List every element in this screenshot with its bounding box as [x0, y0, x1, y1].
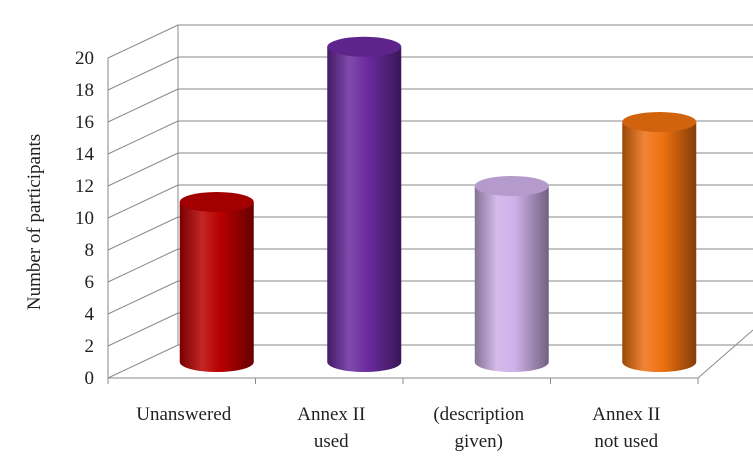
y-tick-label: 14 — [75, 144, 95, 165]
y-tick-label: 18 — [75, 80, 94, 101]
y-tick-label: 16 — [75, 112, 94, 133]
side-gridline — [107, 184, 179, 219]
x-category-label: Unanswered — [136, 404, 231, 425]
side-gridline — [107, 120, 179, 155]
y-tick-label: 6 — [85, 272, 95, 293]
side-gridline — [107, 152, 179, 187]
y-tick-label: 0 — [85, 368, 95, 389]
y-tick-label: 2 — [85, 336, 95, 357]
bar-top — [179, 192, 254, 212]
x-category-label: Annex II not used — [592, 404, 660, 452]
side-gridline — [107, 312, 179, 347]
y-tick-label: 10 — [75, 208, 94, 229]
bar-body — [179, 202, 254, 372]
y-tick-label: 20 — [75, 48, 94, 69]
y-tick-label: 12 — [75, 176, 94, 197]
bar-top — [474, 176, 549, 196]
side-gridline — [107, 216, 179, 251]
side-gridline — [107, 56, 179, 91]
side-gridline — [107, 24, 179, 59]
side-gridline — [107, 248, 179, 283]
bar — [622, 112, 697, 372]
side-gridline — [107, 88, 179, 123]
bar-body — [622, 122, 697, 372]
x-category-label: (description given) — [433, 404, 524, 452]
y-axis-ticks: 0 2 4 6 8 10 12 14 16 18 20 — [75, 48, 95, 389]
y-tick-label: 4 — [85, 304, 95, 325]
side-gridline — [107, 280, 179, 315]
bar-body — [327, 46, 402, 373]
floor-right-edge — [697, 329, 753, 379]
bar — [327, 36, 402, 373]
y-axis-title: Number of participants — [24, 134, 45, 310]
x-category-label: Annex II used — [297, 404, 365, 452]
bar-top — [327, 36, 402, 57]
x-axis-labels: Unanswered Annex II used (description given)… — [136, 404, 660, 452]
bar-body — [474, 186, 549, 372]
y-tick-label: 8 — [85, 240, 95, 261]
side-gridline — [107, 344, 179, 379]
chart-bars — [179, 36, 697, 373]
bar — [474, 176, 549, 372]
bar-top — [622, 112, 697, 132]
bar — [179, 192, 254, 372]
